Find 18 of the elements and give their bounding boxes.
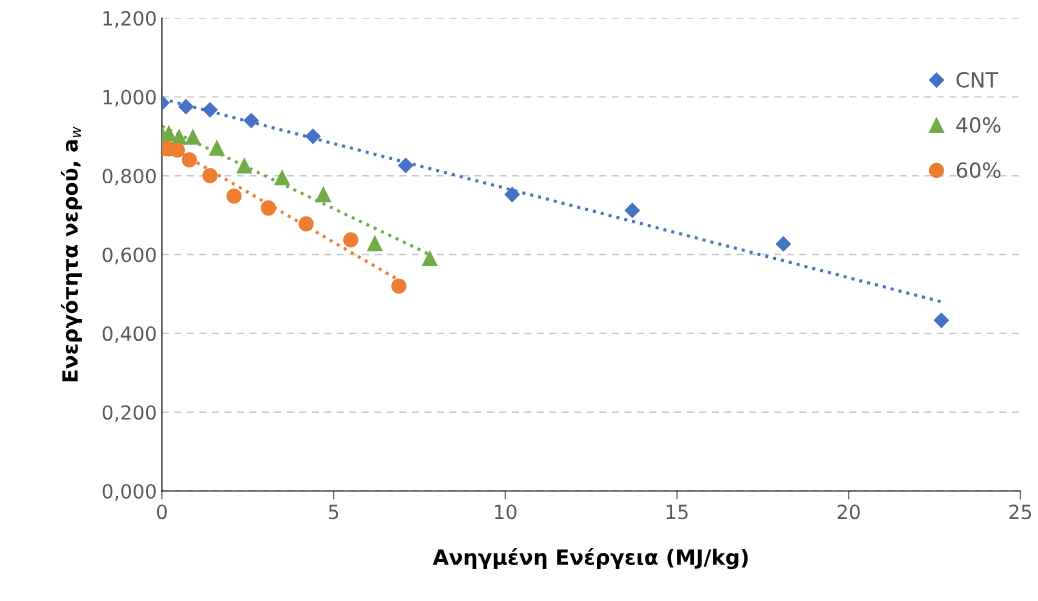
y-tick-label: 1,200 [103, 10, 156, 28]
x-tick-label: 10 [495, 504, 517, 520]
y-tick-label: 0,200 [102, 405, 156, 422]
legend-label: 60% [956, 162, 1001, 179]
x-tick-label: 5 [328, 504, 339, 520]
legend-label: 40% [956, 117, 1001, 133]
legend-label: CNT [956, 71, 999, 88]
y-tick-label: 0,000 [102, 483, 156, 501]
y-axis-title: Ενεργότητα νερού, a$_{w}$ [60, 126, 82, 382]
x-tick-label: 0 [157, 504, 167, 520]
x-tick-label: 15 [666, 504, 688, 520]
x-tick-label: 20 [837, 504, 860, 520]
y-tick-label: 1,000 [103, 89, 156, 107]
y-tick-label: 0,400 [102, 326, 156, 343]
x-tick-label: 25 [1009, 504, 1032, 520]
y-tick-label: 0,800 [102, 168, 156, 186]
x-axis-title: Ανηγμένη Ενέργεια (MJ/kg) [432, 548, 748, 570]
y-tick-label: 0,600 [102, 247, 156, 265]
